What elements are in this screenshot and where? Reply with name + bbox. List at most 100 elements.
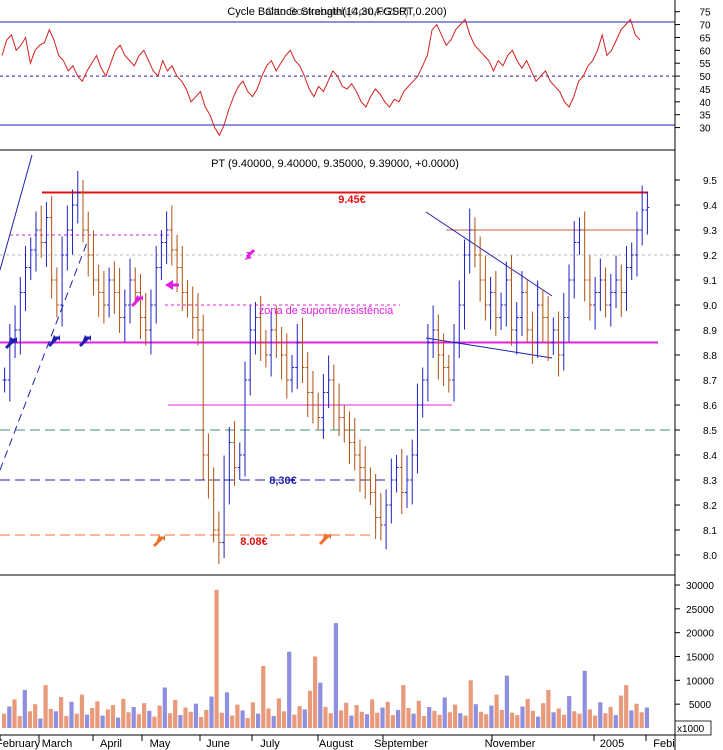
volume-bar [2,713,7,728]
volume-bar [624,685,629,728]
volume-bar [281,711,287,728]
volume-bar [416,700,421,728]
volume-bar [608,707,613,728]
volume-unit-label: x1000 [677,724,705,735]
volume-bar [100,715,105,728]
oscillator-tick-label: 55 [699,59,711,70]
arrow-icon-shaft [47,335,60,348]
x-axis: February March April May June July August Septe… [0,735,675,750]
arrow-icon-shaft [130,295,143,308]
volume-bar [261,666,266,728]
volume-tick-label: 15000 [686,653,714,664]
volume-bar [447,712,452,728]
oscillator-tick-label: 30 [699,124,711,135]
volume-bar [639,712,644,728]
volume-bar [364,714,370,728]
x-tick-label: June [206,738,230,750]
volume-bar [162,687,167,728]
volume-bar [593,715,598,728]
volume-bar [313,656,318,728]
volume-bar [561,714,567,728]
volume-bar [530,710,535,728]
price-panel: PT (9.40000, 9.40000, 9.35000, 9.39000, … [0,154,717,576]
volume-bar [33,704,38,728]
volume-bar [339,710,344,728]
oscillator-tick-label: 45 [699,85,711,96]
volume-bar [468,680,473,728]
volume-bar [224,692,230,729]
volume-bar [473,704,478,728]
volume-bar [644,707,649,728]
volume-bar [167,713,173,728]
x-tick-label: August [319,738,353,750]
price-tick-label: 9.1 [703,276,717,287]
oscillator-tick-label: 75 [699,8,711,19]
volume-bar [64,716,69,728]
x-tick-label: November [485,738,536,750]
oscillator-title-overlay: Otto Bookabaleh(ComAx200) [265,6,409,18]
volume-bar [510,712,515,728]
volume-bar [230,715,235,728]
price-tick-label: 8.6 [703,401,717,412]
volume-bar [598,702,603,728]
oscillator-tick-label: 70 [699,21,711,32]
volume-bar [204,709,209,728]
volume-bar [43,685,48,728]
volume-bar [297,706,302,728]
price-tick-label: 8.1 [703,526,717,537]
price-tick-label: 8.3 [703,476,717,487]
volume-bar [53,711,58,728]
price-tick-label: 8.2 [703,501,717,512]
arrow-icon-shaft [245,248,256,259]
volume-bar [245,718,250,728]
price-tick-label: 8.8 [703,351,717,362]
oscillator-line [1,18,641,137]
volume-bar [396,709,401,728]
price-tick-label: 9.0 [703,301,717,312]
volume-bar [214,589,219,728]
volume-bar [95,701,100,728]
volume-bar [131,707,136,728]
volume-bar [147,710,152,728]
volume-bar [157,705,162,728]
volume-bar [406,708,411,728]
volume-bar [541,703,546,728]
volume-bar [551,712,556,728]
volume-bar [199,717,204,728]
volume-bar [629,710,634,728]
price-tick-label: 9.2 [703,251,717,262]
oscillator-tick-label: 40 [699,98,711,109]
oscillator-tick-label: 60 [699,46,711,57]
volume-bar [437,714,442,728]
volume-bar [359,711,364,728]
volume-bar [328,713,333,728]
price-tick-label: 8.9 [703,326,717,337]
volume-bar [536,716,541,728]
volume-bar [183,707,188,728]
volume-bar [84,714,90,728]
price-title: PT (9.40000, 9.40000, 9.35000, 9.39000, … [211,158,459,170]
volume-bar [344,702,349,728]
annotation-support-zone: zona de suporte/resistência [259,305,394,317]
price-tick-label: 8.4 [703,451,717,462]
volume-bar [235,704,240,728]
volume-tick-label: 25000 [686,605,714,616]
volume-bar [484,714,489,728]
arrow-icon-shaft [152,535,165,548]
volume-bar [116,717,121,728]
volume-tick-label: 20000 [686,629,714,640]
volume-bar [458,713,463,728]
volume-bar [478,711,484,728]
volume-bar [370,699,375,728]
volume-bar [48,708,53,728]
volume-bar [504,675,509,728]
volume-bar [494,694,499,728]
volume-bar [276,698,281,728]
annotation-9-45: 9.45€ [338,194,366,206]
volume-bar [499,709,504,728]
candlesticks [2,171,650,564]
volume-bar [603,713,608,728]
volume-bar [323,707,328,728]
volume-bar [354,705,359,728]
